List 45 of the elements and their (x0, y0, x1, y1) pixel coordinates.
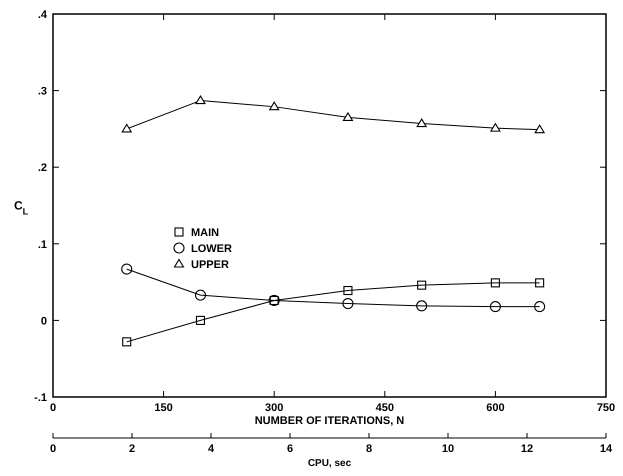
x2-tick-label: 12 (520, 443, 534, 455)
point (343, 286, 352, 296)
x-tick-label: 750 (596, 402, 616, 414)
x-tick-label: 450 (376, 402, 394, 414)
x2-tick-label: 14 (600, 443, 613, 455)
x2-tick-label: 6 (286, 443, 294, 455)
y-tick-label: .2 (38, 162, 47, 174)
point (490, 278, 500, 288)
point (122, 124, 132, 132)
point (122, 337, 132, 346)
y-axis-title: C$_{L}$ (14, 198, 29, 216)
x2-tick-label: 4 (208, 443, 215, 455)
y-tick-label: .1 (38, 238, 47, 251)
legend-label: LOWER (191, 243, 232, 255)
x2-tick-label: 10 (442, 443, 454, 455)
y-tick-label: .3 (38, 86, 47, 98)
point (417, 280, 426, 290)
point (195, 96, 206, 104)
point (196, 316, 206, 325)
point (416, 300, 428, 312)
x2-tick-label: 8 (366, 443, 372, 455)
point (416, 118, 427, 128)
point (490, 301, 501, 312)
point (269, 102, 280, 110)
x2-tick-label: 0 (50, 443, 56, 455)
point (121, 264, 132, 275)
point (342, 298, 354, 310)
x2-axis-title: CPU, sec (308, 458, 352, 469)
x-tick-label: 0 (50, 402, 56, 414)
y-tick-label: .4 (38, 9, 48, 21)
x-tick-label: 300 (265, 402, 284, 414)
point (535, 278, 544, 288)
y-tick-label: -.1 (34, 392, 47, 404)
x-axis-title: NUMBER OF ITERATIONS, N (254, 415, 404, 427)
point (194, 290, 206, 301)
x2-tick-label: 2 (128, 443, 136, 455)
x-tick-label: 600 (486, 402, 505, 414)
x-tick-label: 150 (154, 402, 173, 414)
point (490, 123, 500, 132)
point (342, 112, 353, 121)
legend-label: MAIN (191, 227, 220, 239)
legend-label: UPPER (191, 259, 229, 271)
point (534, 124, 545, 134)
y-tick-label: 0 (40, 315, 47, 328)
point (534, 301, 546, 312)
